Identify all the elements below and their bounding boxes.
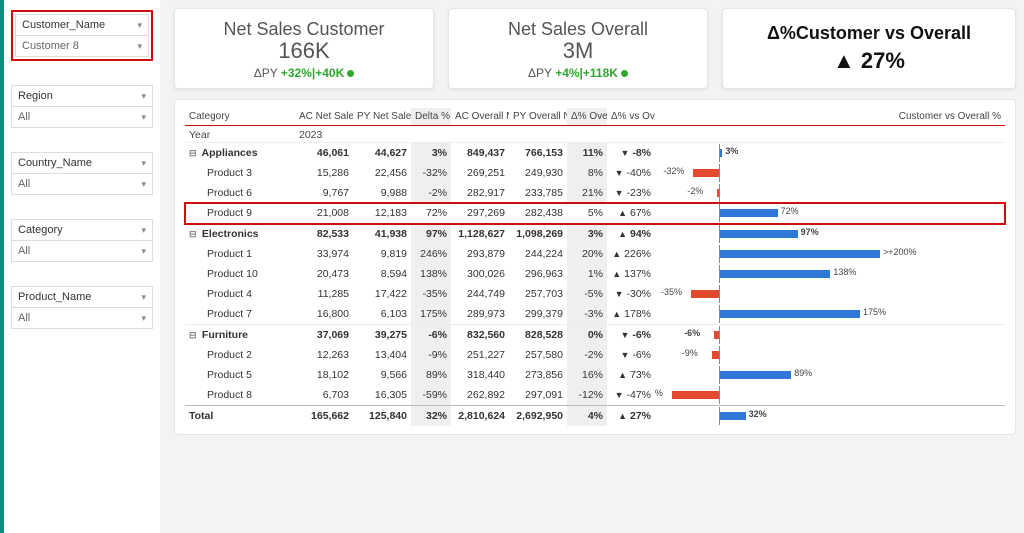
category-row[interactable]: ⊟ Electronics82,53341,93897%1,128,6271,0… — [185, 224, 1005, 245]
bar-chart-cell: -35% — [655, 284, 1005, 304]
table-row[interactable]: Product 86,70316,305-59%262,892297,091-1… — [185, 385, 1005, 406]
bar-chart-cell: 72% — [655, 203, 1005, 224]
filter-category: Category▾All▾ — [11, 219, 153, 262]
filter-label[interactable]: Customer_Name▾ — [15, 14, 149, 36]
filter-select[interactable]: All▾ — [11, 107, 153, 128]
kpi-title: Δ%Customer vs Overall — [723, 23, 1015, 44]
bar-chart-cell: -6% — [655, 325, 1005, 346]
kpi-subline: ΔPY +4%|+118K — [449, 66, 707, 80]
filter-customer_name: Customer_Name▾Customer 8▾ — [11, 10, 153, 61]
kpi-title: Net Sales Customer — [175, 19, 433, 40]
chevron-down-icon: ▾ — [141, 292, 146, 303]
chevron-down-icon: ▾ — [141, 91, 146, 102]
bar-chart-cell: 138% — [655, 264, 1005, 284]
filter-label[interactable]: Category▾ — [11, 219, 153, 241]
filter-select[interactable]: Customer 8▾ — [15, 36, 149, 57]
chevron-down-icon: ▾ — [137, 41, 142, 52]
bar-chart-cell: 89% — [655, 365, 1005, 385]
category-row[interactable]: ⊟ Appliances46,06144,6273%849,437766,153… — [185, 143, 1005, 164]
table-row[interactable]: Product 212,26313,404-9%251,227257,580-2… — [185, 345, 1005, 365]
bar-chart-cell: -2% — [655, 183, 1005, 203]
kpi-value: ▲ 27% — [723, 48, 1015, 74]
filter-select[interactable]: All▾ — [11, 174, 153, 195]
col-header[interactable]: Customer vs Overall % — [655, 108, 1005, 126]
bar-chart-cell: -9% — [655, 345, 1005, 365]
kpi-subline: ΔPY +32%|+40K — [175, 66, 433, 80]
bar-chart-cell: 3% — [655, 143, 1005, 164]
filter-sidebar: Customer_Name▾Customer 8▾Region▾All▾Coun… — [0, 0, 160, 533]
bar-chart-cell: 97% — [655, 224, 1005, 245]
chevron-down-icon: ▾ — [141, 112, 146, 123]
table-row[interactable]: Product 518,1029,56689%318,440273,85616%… — [185, 365, 1005, 385]
table-row[interactable]: Product 133,9749,819246%293,879244,22420… — [185, 244, 1005, 264]
kpi-delta-customer-vs-overall: Δ%Customer vs Overall ▲ 27% — [722, 8, 1016, 89]
col-header[interactable]: Δ% vs Overall — [607, 108, 655, 126]
col-header[interactable]: Δ% Overall — [567, 108, 607, 126]
kpi-value: 166K — [175, 38, 433, 64]
table-row[interactable]: Product 921,00812,18372%297,269282,4385%… — [185, 203, 1005, 224]
year-value: 2023 — [295, 126, 1005, 143]
bar-chart-cell: 32% — [655, 406, 1005, 427]
table-row[interactable]: Product 716,8006,103175%289,973299,379-3… — [185, 304, 1005, 325]
status-dot-icon — [347, 70, 354, 77]
filter-label[interactable]: Country_Name▾ — [11, 152, 153, 174]
bar-chart-cell: >+200% — [655, 244, 1005, 264]
kpi-row: Net Sales Customer 166K ΔPY +32%|+40K Ne… — [174, 8, 1016, 89]
data-table: Year2023 CategoryAC Net SalesPY Net Sale… — [174, 99, 1016, 435]
kpi-value: 3M — [449, 38, 707, 64]
bar-chart-cell: -32% — [655, 163, 1005, 183]
table-row[interactable]: Product 315,28622,456-32%269,251249,9308… — [185, 163, 1005, 183]
filter-label[interactable]: Product_Name▾ — [11, 286, 153, 308]
filter-label[interactable]: Region▾ — [11, 85, 153, 107]
collapse-icon[interactable]: ⊟ — [189, 148, 199, 159]
col-header[interactable]: PY Net Sales — [353, 108, 411, 126]
chevron-down-icon: ▾ — [141, 179, 146, 190]
kpi-net-sales-overall: Net Sales Overall 3M ΔPY +4%|+118K — [448, 8, 708, 89]
year-label: Year — [185, 126, 295, 143]
chevron-down-icon: ▾ — [137, 20, 142, 31]
filter-region: Region▾All▾ — [11, 85, 153, 128]
col-header[interactable]: PY Overall Net Sales — [509, 108, 567, 126]
chevron-down-icon: ▾ — [141, 313, 146, 324]
total-row[interactable]: Total165,662125,84032%2,810,6242,692,950… — [185, 406, 1005, 427]
chevron-down-icon: ▾ — [141, 246, 146, 257]
filter-select[interactable]: All▾ — [11, 241, 153, 262]
filter-product_name: Product_Name▾All▾ — [11, 286, 153, 329]
collapse-icon[interactable]: ⊟ — [189, 229, 199, 240]
status-dot-icon — [621, 70, 628, 77]
col-header[interactable]: Category — [185, 108, 295, 126]
filter-select[interactable]: All▾ — [11, 308, 153, 329]
chevron-down-icon: ▾ — [141, 158, 146, 169]
col-header[interactable]: AC Overall Net Sales — [451, 108, 509, 126]
bar-chart-cell: -59% — [655, 385, 1005, 406]
filter-country_name: Country_Name▾All▾ — [11, 152, 153, 195]
dashboard: Customer_Name▾Customer 8▾Region▾All▾Coun… — [0, 0, 1024, 533]
kpi-net-sales-customer: Net Sales Customer 166K ΔPY +32%|+40K — [174, 8, 434, 89]
col-header[interactable]: Delta % — [411, 108, 451, 126]
chevron-down-icon: ▾ — [141, 225, 146, 236]
collapse-icon[interactable]: ⊟ — [189, 330, 199, 341]
kpi-title: Net Sales Overall — [449, 19, 707, 40]
category-row[interactable]: ⊟ Furniture37,06939,275-6%832,560828,528… — [185, 325, 1005, 346]
col-header[interactable]: AC Net Sales — [295, 108, 353, 126]
table-row[interactable]: Product 1020,4738,594138%300,026296,9631… — [185, 264, 1005, 284]
table-row[interactable]: Product 411,28517,422-35%244,749257,703-… — [185, 284, 1005, 304]
main-area: Net Sales Customer 166K ΔPY +32%|+40K Ne… — [160, 0, 1024, 533]
table-row[interactable]: Product 69,7679,988-2%282,917233,78521%▼… — [185, 183, 1005, 203]
bar-chart-cell: 175% — [655, 304, 1005, 325]
